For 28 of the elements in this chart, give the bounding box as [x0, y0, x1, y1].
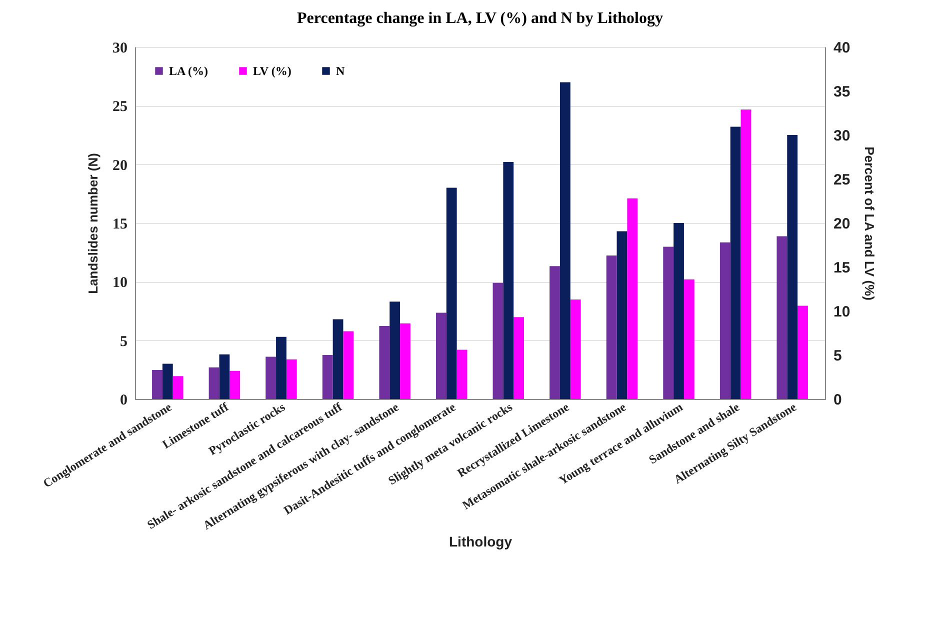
- y-tick-label: 30: [112, 40, 128, 56]
- y2-tick-label: 35: [834, 84, 850, 100]
- y-tick-label: 15: [112, 216, 128, 232]
- y2-tick-label: 15: [834, 260, 850, 276]
- y2-axis-title: Percent of LA and LV (%): [862, 146, 878, 300]
- y2-tick-label: 0: [834, 392, 842, 408]
- bar: [456, 350, 468, 399]
- y-axis-title: Landslides number (N): [86, 153, 100, 294]
- y-tick-label: 25: [112, 99, 128, 116]
- legend-label: LV (%): [253, 64, 292, 78]
- y2-tick-label: 10: [834, 304, 850, 320]
- bar: [446, 188, 457, 399]
- y2-tick-label: 30: [834, 128, 850, 144]
- y-tick-label: 20: [112, 158, 128, 174]
- bar: [503, 162, 514, 399]
- y-tick-label: 5: [120, 334, 128, 350]
- x-axis-title: Lithology: [449, 534, 512, 550]
- y2-tick-label: 25: [834, 172, 850, 188]
- bar: [560, 82, 570, 399]
- legend-label: N: [336, 64, 345, 78]
- y2-tick-label: 20: [834, 216, 850, 232]
- bar: [570, 300, 581, 399]
- legend-label: LA (%): [169, 64, 208, 78]
- y2-tick-label: 40: [834, 40, 850, 56]
- y-tick-label: 10: [112, 275, 128, 292]
- y-tick-label: 0: [120, 392, 128, 408]
- chart-title: Percentage change in LA, LV (%) and N by Lithology: [297, 10, 663, 27]
- y2-tick-label: 5: [834, 348, 842, 364]
